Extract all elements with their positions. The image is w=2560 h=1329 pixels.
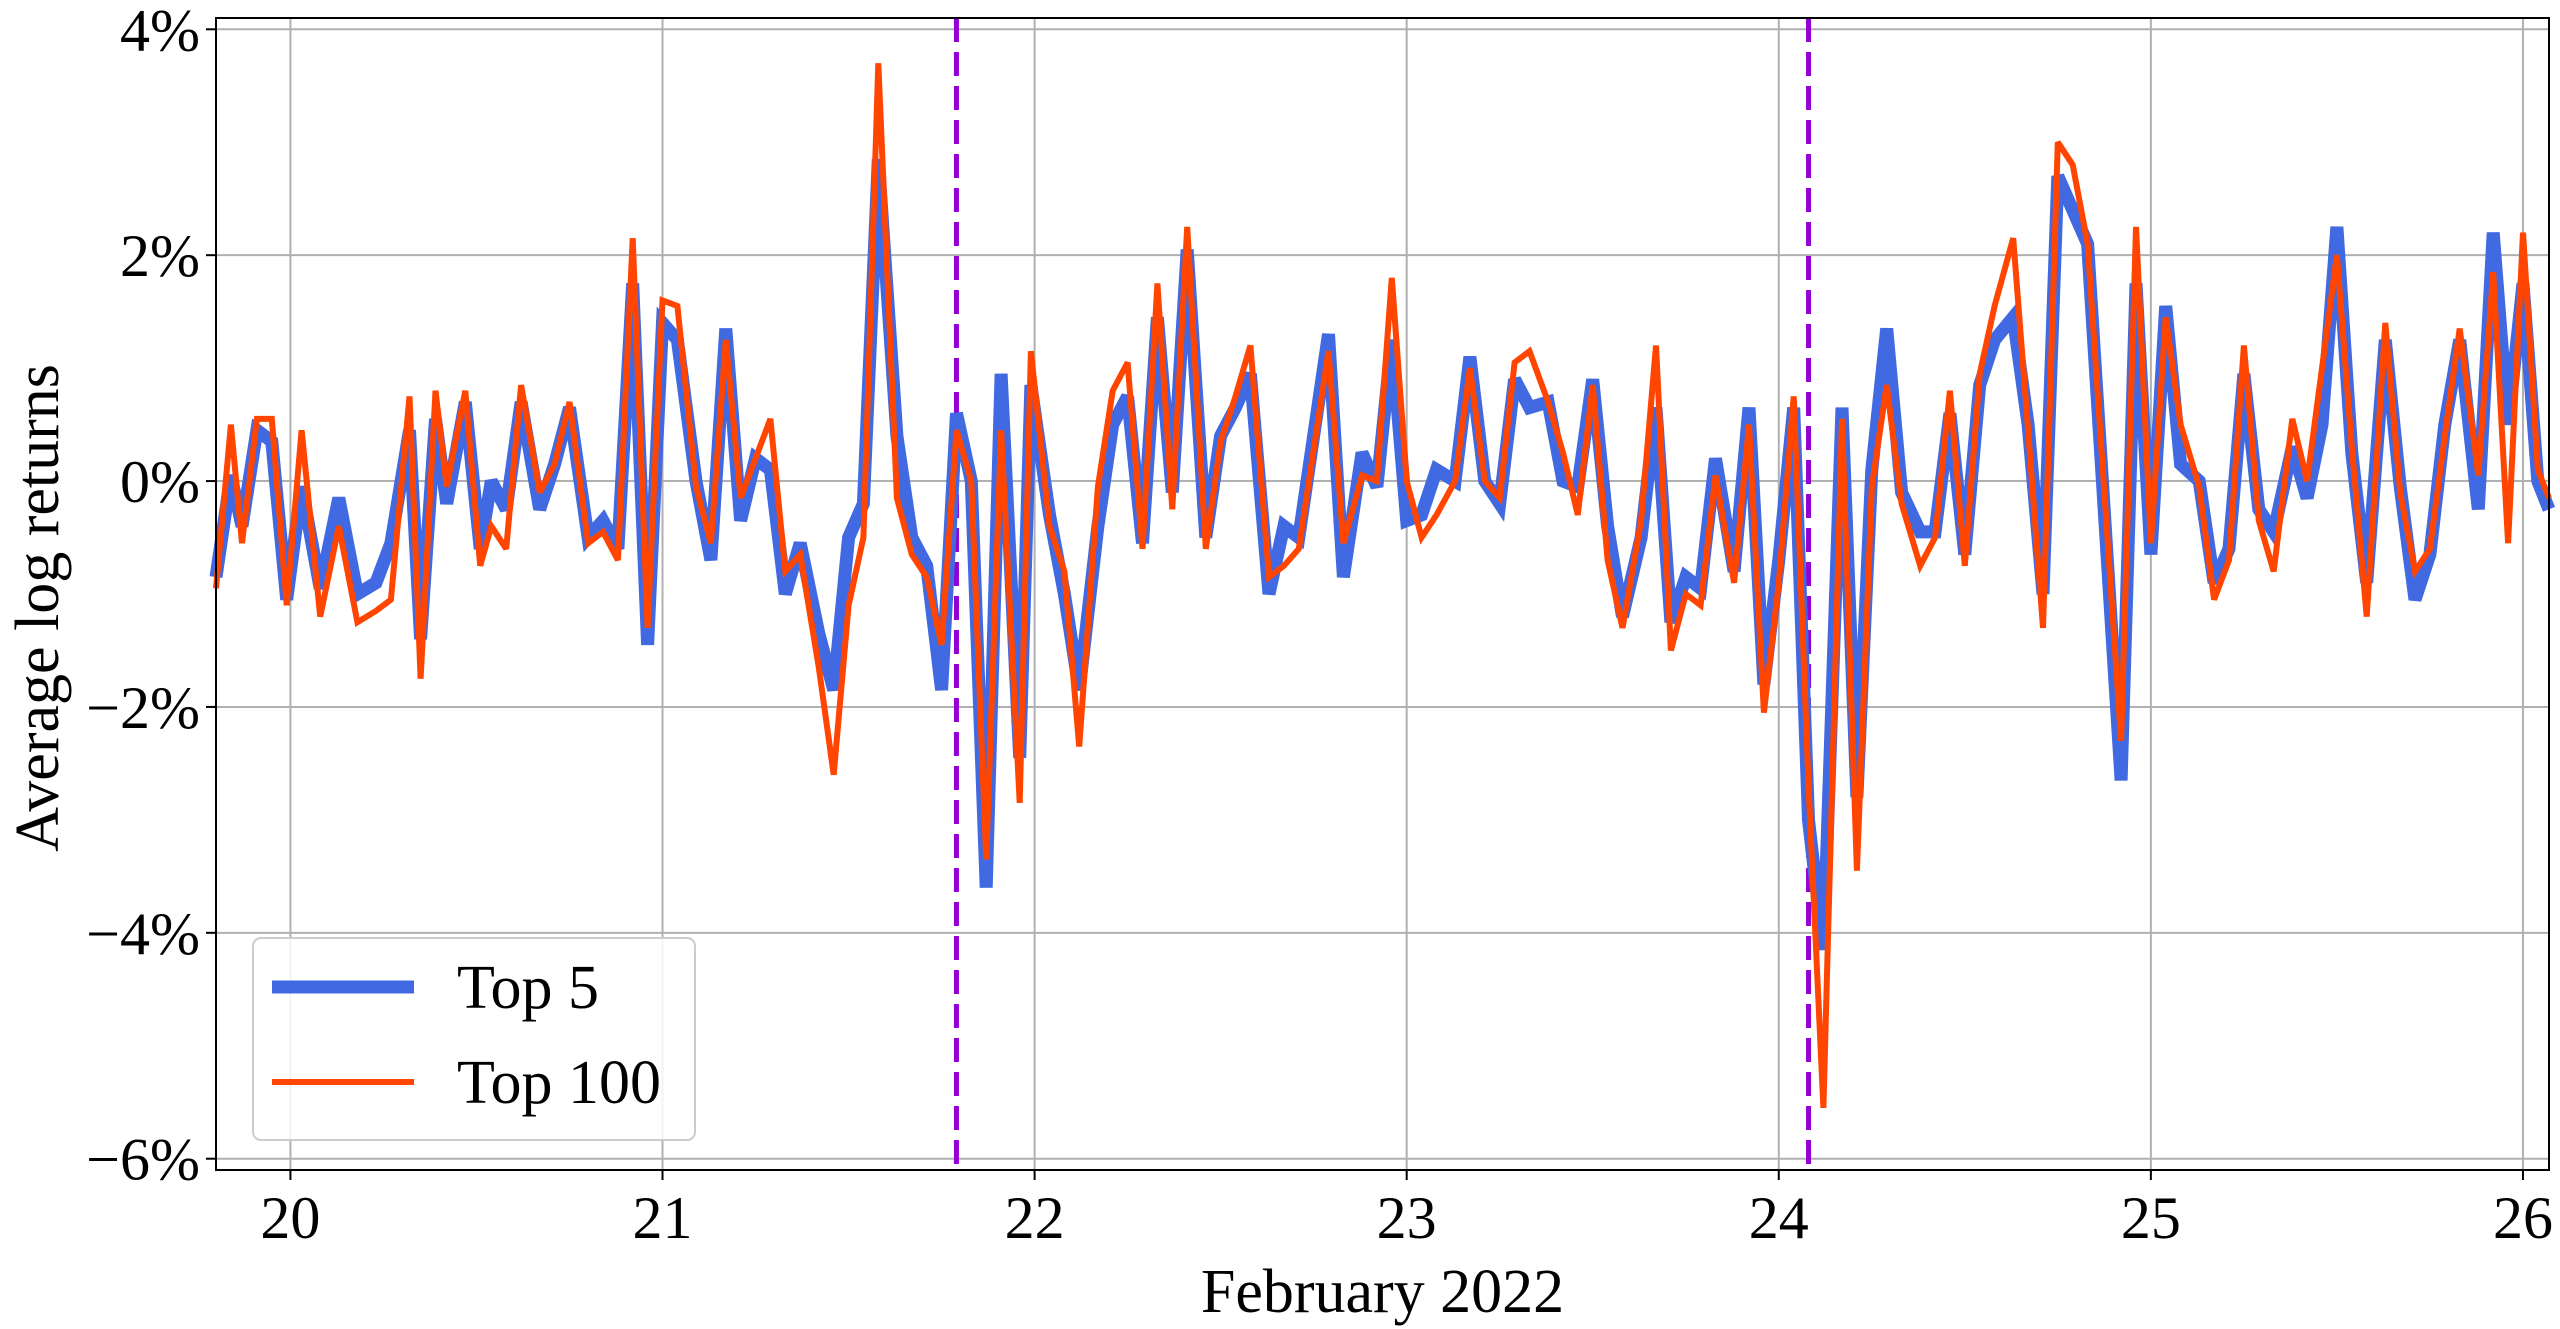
x-tick-label: 23 xyxy=(1377,1185,1437,1251)
x-tick-label: 21 xyxy=(633,1185,693,1251)
vertical-event-markers xyxy=(953,18,1812,1170)
legend-label: Top 100 xyxy=(457,1049,661,1117)
legend: Top 5 Top 100 xyxy=(252,937,696,1141)
series-lines xyxy=(209,63,2556,1109)
y-tick-label: 4% xyxy=(120,0,200,63)
y-tick-label: 2% xyxy=(120,223,200,289)
y-axis-ticks: −6% −4% −2% 0% 2% 4% xyxy=(86,0,216,1193)
y-tick-label: −4% xyxy=(86,901,200,967)
x-tick-label: 22 xyxy=(1005,1185,1065,1251)
y-tick-label: −2% xyxy=(86,675,200,741)
x-tick-label: 25 xyxy=(2121,1185,2181,1251)
plot-frame xyxy=(215,17,2550,1171)
x-axis-label: February 2022 xyxy=(1201,1258,1564,1326)
y-tick-label: −6% xyxy=(86,1127,200,1193)
y-tick-label: 0% xyxy=(120,449,200,515)
series-line-top-100 xyxy=(213,63,2552,1109)
x-tick-label: 20 xyxy=(260,1185,320,1251)
x-tick-label: 24 xyxy=(1749,1185,1809,1251)
x-tick-label: 26 xyxy=(2493,1185,2553,1251)
y-axis-label: Average log returns xyxy=(4,364,72,852)
x-axis-ticks: 20 21 22 23 24 25 26 xyxy=(260,1170,2553,1251)
legend-label: Top 5 xyxy=(457,954,599,1022)
